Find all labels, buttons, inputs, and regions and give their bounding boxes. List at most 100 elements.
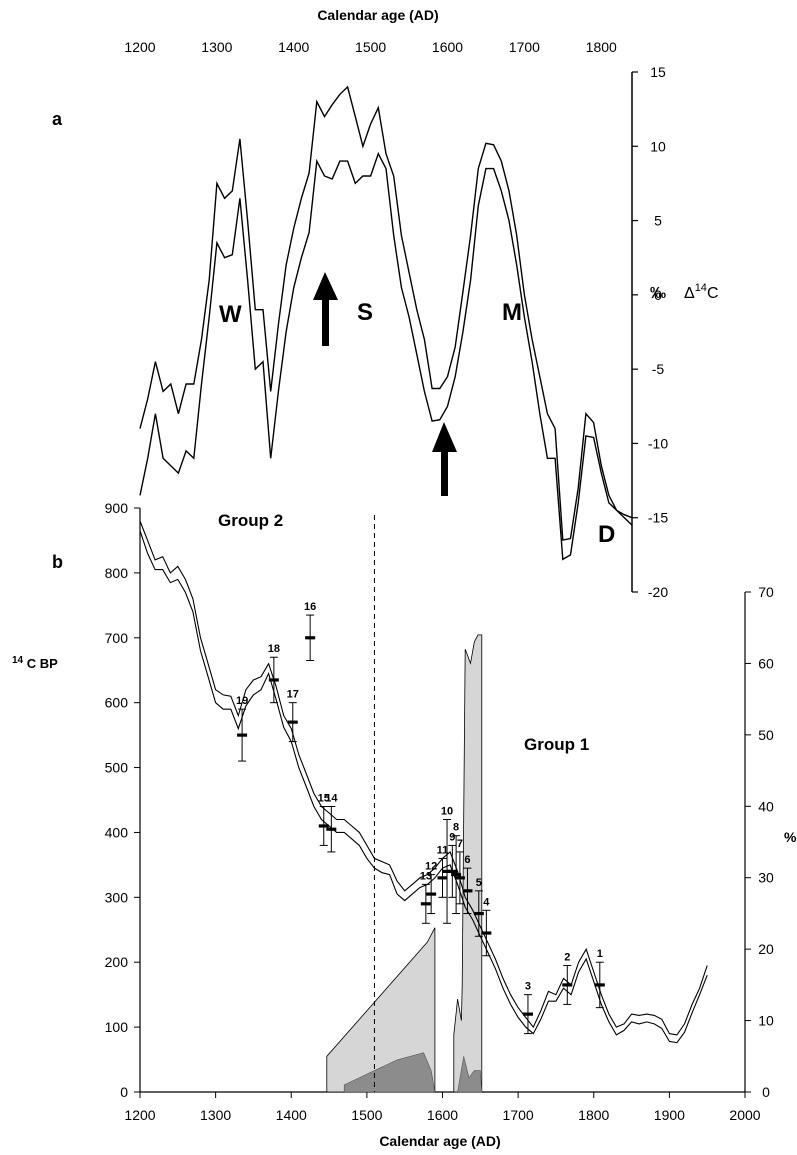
panel-b-ylabel: 14 C BP <box>12 655 58 671</box>
sample-point: 17 <box>287 689 299 743</box>
panel-a-xtick-label: 1700 <box>509 39 540 55</box>
panel-a-yticks: 15 10 5 0 -5 -10 -15 -20 <box>632 64 668 600</box>
group-1-label: Group 1 <box>524 735 589 754</box>
panel-a-ytick-label: 0 <box>654 287 662 303</box>
panel-b-xlabel: Calendar age (AD) <box>379 1133 500 1149</box>
sample-point: 7 <box>454 838 465 905</box>
panel-b-xticks: 1200 1300 1400 1500 1600 1700 1800 1900 2000 <box>124 1092 761 1123</box>
sample-label: 3 <box>525 981 531 993</box>
panel-b-ytick-label: 900 <box>105 500 129 516</box>
sample-point: 11 <box>437 844 448 898</box>
sample-label: 10 <box>441 805 453 817</box>
panel-b-ytick-label: 100 <box>105 1019 129 1035</box>
annotation-w: W <box>219 301 242 328</box>
annotation-m: M <box>502 299 522 326</box>
sample-marker <box>305 636 316 640</box>
panel-b-xtick-label: 1300 <box>200 1107 231 1123</box>
sample-point: 4 <box>481 896 492 957</box>
panel-b-ytick-label: 600 <box>105 695 129 711</box>
panel-b-y2tick-label: 40 <box>758 798 774 814</box>
panel-b-line-lower <box>139 530 708 1044</box>
panel-a-ytick-label: -10 <box>648 435 668 451</box>
panel-a-xtick-label: 1300 <box>201 39 232 55</box>
panel-a-label: a <box>52 109 63 129</box>
sample-point: 13 <box>420 870 432 924</box>
panel-a-ytick-label: 5 <box>654 213 662 229</box>
panel-a: Calendar age (AD) 1200 1300 1400 1500 1600 17… <box>52 7 719 600</box>
sample-marker <box>326 827 337 831</box>
sample-point: 6 <box>462 854 473 915</box>
shaded-area-dark-2 <box>457 1056 483 1093</box>
panel-b-y2tick-label: 70 <box>758 584 774 600</box>
panel-b-xtick-label: 1900 <box>654 1107 685 1123</box>
panel-a-line-upper <box>139 85 633 541</box>
sample-marker <box>268 678 279 682</box>
panel-b-xtick-label: 1800 <box>578 1107 609 1123</box>
panel-b-line-upper <box>139 520 708 1036</box>
shaded-area-dark-1 <box>343 1052 436 1093</box>
panel-b-y2label: % <box>784 829 797 845</box>
sample-point: 14 <box>325 792 338 853</box>
sample-marker <box>594 983 605 987</box>
sample-marker <box>562 983 573 987</box>
panel-b-series <box>139 520 708 1044</box>
panel-a-series <box>139 85 633 561</box>
panel-a-ytick-label: -5 <box>652 361 665 377</box>
sample-marker <box>420 902 431 906</box>
panel-b-ytick-label: 800 <box>105 565 129 581</box>
sample-point: 16 <box>304 601 316 661</box>
panel-b-ytick-label: 400 <box>105 824 129 840</box>
sample-label: 19 <box>236 695 248 707</box>
sample-marker <box>237 733 248 737</box>
panel-a-ytick-label: -20 <box>648 584 668 600</box>
sample-label: 12 <box>425 861 437 873</box>
panel-a-xtick-label: 1600 <box>432 39 463 55</box>
panel-b-xtick-label: 1400 <box>276 1107 307 1123</box>
panel-b-xtick-label: 1200 <box>124 1107 155 1123</box>
sample-marker <box>442 869 453 873</box>
panel-b-xtick-label: 1700 <box>503 1107 534 1123</box>
sample-point: 8 <box>451 822 462 915</box>
sample-label: 18 <box>268 643 280 655</box>
sample-marker <box>451 873 462 877</box>
panel-b-y2ticks: 0 10 20 30 40 50 60 70 <box>745 584 774 1100</box>
sample-marker <box>318 824 329 828</box>
sample-point: 1 <box>594 948 605 1009</box>
sample-label: 9 <box>449 831 455 843</box>
sample-marker <box>481 931 492 935</box>
sample-label: 17 <box>287 689 299 701</box>
panel-b-ytick-label: 500 <box>105 760 129 776</box>
sample-marker <box>287 720 298 724</box>
panel-a-ytick-label: -15 <box>648 510 668 526</box>
sample-marker <box>426 892 437 896</box>
panel-b-ytick-label: 0 <box>120 1084 128 1100</box>
panel-b-xtick-label: 2000 <box>729 1107 760 1123</box>
panel-a-ylabel-permil: ‰ <box>650 285 666 302</box>
group-2-label: Group 2 <box>218 511 283 530</box>
panel-a-xtick-label: 1500 <box>355 39 386 55</box>
sample-point: 5 <box>473 877 484 937</box>
sample-label: 1 <box>597 948 603 960</box>
panel-b-ytick-label: 300 <box>105 889 129 905</box>
sample-marker <box>447 869 458 873</box>
panel-a-ylabel-delta: Δ14C <box>684 282 719 302</box>
panel-a-xtick-label: 1200 <box>124 39 155 55</box>
sample-label: 4 <box>483 896 490 908</box>
sample-marker <box>462 889 473 893</box>
panel-a-xlabel: Calendar age (AD) <box>317 7 438 23</box>
sample-marker <box>454 876 465 880</box>
panel-a-ytick-label: 10 <box>650 138 666 154</box>
panel-b-y2tick-label: 60 <box>758 655 774 671</box>
sample-label: 16 <box>304 601 316 613</box>
sample-point: 18 <box>268 643 280 704</box>
panel-b-y2tick-label: 20 <box>758 941 774 957</box>
sample-label: 7 <box>457 838 463 850</box>
panel-b-y2tick-label: 50 <box>758 727 774 743</box>
annotation-d: D <box>598 521 615 548</box>
annotation-s: S <box>357 299 373 326</box>
sample-point: 2 <box>562 951 573 1005</box>
arrow-up-icon <box>432 422 457 496</box>
sample-label: 5 <box>476 877 482 889</box>
